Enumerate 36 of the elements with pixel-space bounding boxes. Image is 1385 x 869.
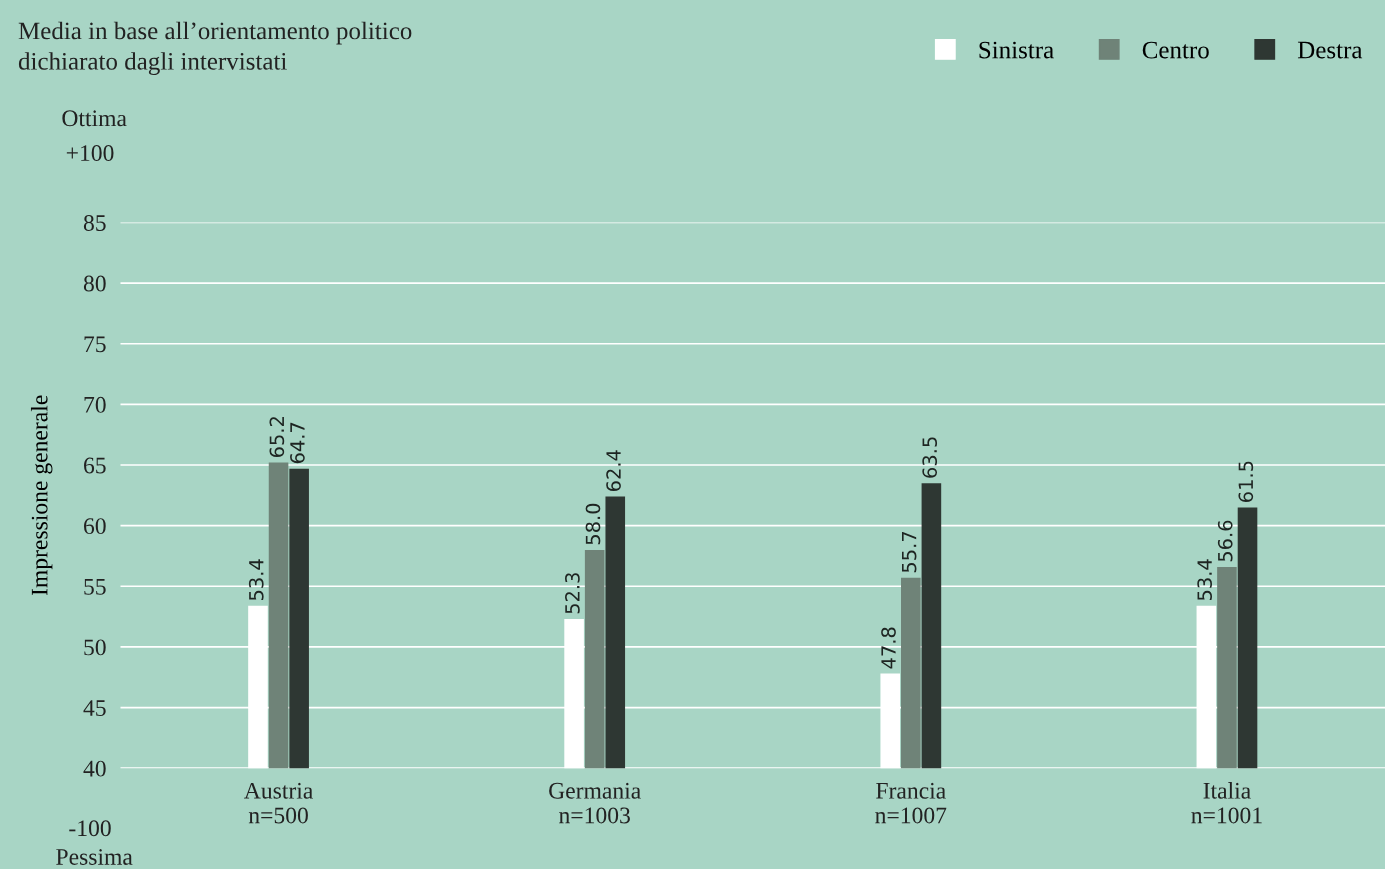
y-tick-label: 65: [84, 457, 106, 474]
text: Ottima: [62, 110, 127, 127]
data-label: 62.4: [606, 450, 621, 492]
data-label: 61.5: [1238, 461, 1254, 502]
data-label: 64.7: [290, 422, 305, 464]
data-label: 47.8: [881, 627, 896, 669]
data-label: 58.0: [585, 503, 601, 545]
y-axis-title: Impressione generale: [30, 395, 53, 596]
data-label: 53.4: [1197, 559, 1212, 601]
data-label: 53.4: [248, 559, 264, 601]
y-tick-label: 70: [84, 396, 106, 413]
text: Pessima: [56, 849, 133, 865]
data-label: 56.6: [1217, 520, 1233, 562]
legend-label: Destra: [1297, 41, 1363, 59]
chart-subtitle: dichiarato dagli intervistati: [18, 52, 287, 75]
data-label: 63.5: [922, 437, 938, 478]
y-tick-label: 50: [84, 639, 106, 656]
data-label: 55.7: [902, 532, 917, 573]
x-tick-label: Germania n=1003: [549, 782, 641, 824]
y-tick-label: 80: [83, 275, 106, 292]
text: +100: [66, 145, 114, 161]
y-tick-label: 55: [84, 579, 106, 595]
legend-label: Centro: [1142, 41, 1209, 59]
text: -100: [69, 820, 111, 837]
x-tick-label: Austria n=500: [244, 782, 313, 824]
y-tick-label: 60: [84, 518, 106, 535]
x-tick-label: Italia n=1001: [1191, 782, 1262, 824]
y-tick-label: 40: [83, 760, 106, 777]
x-tick-label: Francia n=1007: [875, 782, 947, 824]
legend-label: Sinistra: [979, 41, 1054, 59]
chart-title: Media in base all’orientamento politico: [18, 21, 412, 45]
y-tick-label: 75: [84, 336, 106, 353]
data-label: 52.3: [565, 573, 580, 614]
data-label: 65.2: [269, 417, 285, 458]
y-tick-label: 45: [83, 700, 106, 716]
y-tick-label: 85: [83, 214, 106, 231]
